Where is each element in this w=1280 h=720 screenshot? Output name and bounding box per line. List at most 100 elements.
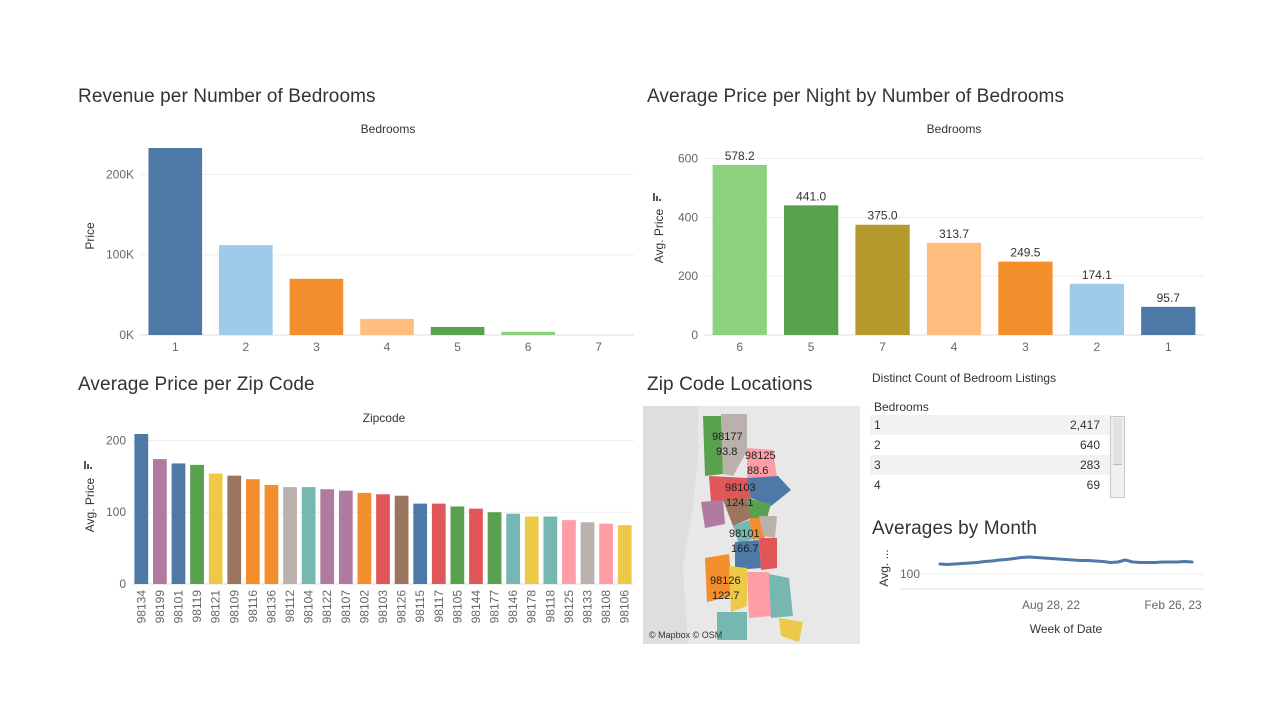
zip-region — [723, 498, 751, 526]
bar — [506, 513, 521, 584]
avg-price-header: Bedrooms — [927, 122, 982, 136]
x-tick-label: 98125 — [562, 590, 576, 624]
sort-icon[interactable] — [653, 193, 661, 201]
x-tick-label: 98116 — [246, 590, 260, 623]
x-tick-label: 5 — [454, 340, 461, 354]
table-row[interactable]: 4 69 — [870, 475, 1110, 495]
x-tick-label: 98103 — [376, 590, 390, 624]
map-region-label: 93.8 — [716, 446, 738, 458]
x-tick-label: 98118 — [543, 590, 557, 623]
bedroom-count-cell: 4 — [874, 478, 881, 492]
zip-price-y-axis-label: Avg. Price — [83, 477, 97, 532]
zip-price-chart-title: Average Price per Zip Code — [78, 374, 315, 395]
bar — [599, 523, 613, 584]
bar — [376, 494, 390, 584]
bar — [153, 459, 167, 584]
y-tick-label: 200 — [106, 433, 126, 447]
x-tick-label: 98115 — [413, 590, 427, 623]
revenue-y-axis-label: Price — [83, 222, 97, 250]
map-region-label: 124.1 — [726, 497, 754, 509]
bar — [338, 490, 353, 584]
sort-icon[interactable] — [84, 461, 92, 469]
x-tick-label: 98136 — [264, 590, 278, 624]
bar — [998, 261, 1053, 335]
data-label: 375.0 — [868, 209, 898, 223]
bar — [1141, 306, 1196, 335]
x-tick-label: 98102 — [357, 590, 371, 624]
map-region-label: 98101 — [729, 528, 760, 540]
zip-code-map[interactable]: 98177 93.8 98125 88.6 98103 124.1 98101 166.7 98… — [643, 406, 860, 644]
zip-region — [747, 448, 777, 482]
zip-region — [717, 612, 747, 640]
x-tick-label: 98104 — [302, 590, 316, 624]
table-row[interactable]: 1 2,417 — [870, 415, 1110, 435]
x-tick-label: 98109 — [227, 590, 241, 624]
bar — [487, 512, 502, 584]
y-tick-label: 200K — [106, 167, 134, 181]
y-tick-label: 0 — [119, 577, 126, 591]
bar — [501, 331, 555, 335]
map-region-label: 98125 — [745, 450, 776, 462]
data-label: 578.2 — [725, 149, 755, 163]
y-tick-label: 0 — [691, 328, 698, 342]
bar — [524, 516, 539, 584]
zip-region — [705, 554, 733, 602]
map-attribution[interactable]: © Mapbox © OSM — [649, 630, 723, 640]
x-tick-label: 2 — [243, 340, 250, 354]
x-tick-label: 7 — [595, 340, 602, 354]
bar — [245, 479, 260, 584]
x-tick-label: 98144 — [469, 590, 483, 624]
x-tick-label: 3 — [313, 340, 320, 354]
bar — [430, 326, 485, 335]
x-tick-label: 98112 — [283, 590, 297, 623]
map-region-label: 98103 — [725, 482, 756, 494]
zip-region — [703, 416, 723, 476]
bar — [617, 525, 632, 584]
revenue-chart-title: Revenue per Number of Bedrooms — [78, 86, 376, 107]
zip-region — [735, 540, 761, 570]
zip-region — [779, 618, 803, 642]
listing-count-cell: 283 — [1079, 458, 1100, 472]
x-tick-label: 98121 — [209, 590, 223, 624]
table-row[interactable]: 3 283 — [870, 455, 1110, 475]
x-tick-label: 2 — [1094, 340, 1101, 354]
x-tick-label: 98105 — [450, 590, 464, 624]
x-tick-label: 98107 — [339, 590, 353, 624]
y-tick-label: 0K — [119, 328, 134, 342]
x-tick-label: 98106 — [618, 590, 632, 624]
bar — [394, 495, 409, 584]
x-tick-label: 98126 — [395, 590, 409, 624]
bar — [413, 503, 428, 584]
x-tick-label: 6 — [736, 340, 743, 354]
zip-map-title: Zip Code Locations — [647, 374, 813, 395]
bar — [283, 487, 297, 584]
x-tick-label: 4 — [951, 340, 958, 354]
zip-region — [747, 498, 771, 518]
zip-region — [733, 520, 755, 544]
bedroom-count-cell: 3 — [874, 458, 881, 472]
y-tick-label: 100 — [106, 505, 126, 519]
table-scrollbar[interactable] — [1110, 416, 1125, 498]
data-label: 441.0 — [796, 189, 826, 203]
zip-region — [729, 566, 747, 612]
listing-count-cell: 2,417 — [1069, 418, 1100, 432]
bar — [190, 464, 204, 584]
bar — [219, 245, 273, 335]
zip-region — [769, 574, 793, 618]
scrollbar-thumb[interactable] — [1113, 418, 1122, 465]
bedroom-count-cell: 2 — [874, 438, 881, 452]
zip-price-header: Zipcode — [363, 411, 406, 425]
x-tick-label: 98199 — [153, 590, 167, 624]
table-row[interactable]: 2 640 — [870, 435, 1110, 455]
zip-region — [747, 476, 791, 506]
x-tick-label: 3 — [1022, 340, 1029, 354]
bar — [134, 434, 149, 584]
zip-region — [701, 500, 725, 528]
bar — [227, 475, 242, 584]
bar — [1069, 283, 1124, 335]
revenue-header: Bedrooms — [361, 122, 416, 136]
bar — [469, 508, 483, 584]
map-canvas — [643, 406, 860, 644]
zip-region — [759, 516, 777, 538]
